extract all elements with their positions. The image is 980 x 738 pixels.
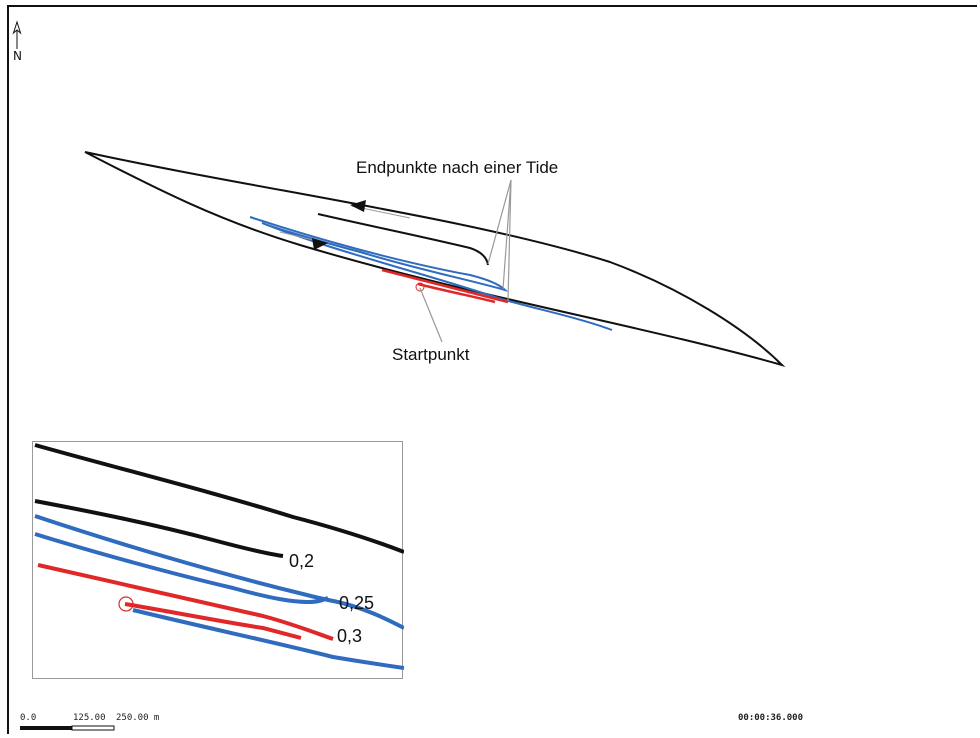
boundary-outline (84, 151, 786, 368)
north-arrow-icon (12, 20, 22, 49)
flow-arrow-icon (350, 200, 411, 219)
map-frame (7, 5, 977, 734)
inset-track-blue (34, 532, 329, 605)
north-label: N (13, 49, 22, 63)
endpoints-callout-lines (487, 179, 512, 302)
track-black (317, 213, 489, 266)
scale-tick-250: 250.00 m (116, 713, 160, 723)
track-red (381, 268, 509, 304)
inset-canvas (34, 443, 405, 670)
track-label-blue: 0,25 (339, 593, 375, 613)
track-label-red: 0,3 (337, 626, 363, 646)
inset-track-red (37, 563, 334, 641)
start-callout-line (419, 287, 443, 343)
start-point-label: Startpunkt (392, 345, 470, 364)
inset-zoom-panel (32, 441, 405, 679)
flow-arrow-icon (279, 231, 328, 250)
inset-track-black (34, 499, 284, 558)
time-readout: 00:00:36.000 (738, 713, 804, 723)
start-point-marker (415, 282, 425, 292)
scale-tick-0: 0.0 (20, 713, 37, 723)
scale-bar (20, 725, 115, 731)
scale-tick-125: 125.00 (73, 713, 106, 723)
track-label-black: 0,2 (289, 551, 315, 571)
inset-boundary-line (34, 443, 405, 554)
inset-track-red (124, 602, 302, 640)
inset-track-blue (132, 608, 405, 670)
endpoints-label: Endpunkte nach einer Tide (356, 158, 559, 177)
inset-track-blue (34, 514, 405, 630)
track-blue (249, 216, 613, 331)
inset-start-point-marker (118, 596, 134, 612)
